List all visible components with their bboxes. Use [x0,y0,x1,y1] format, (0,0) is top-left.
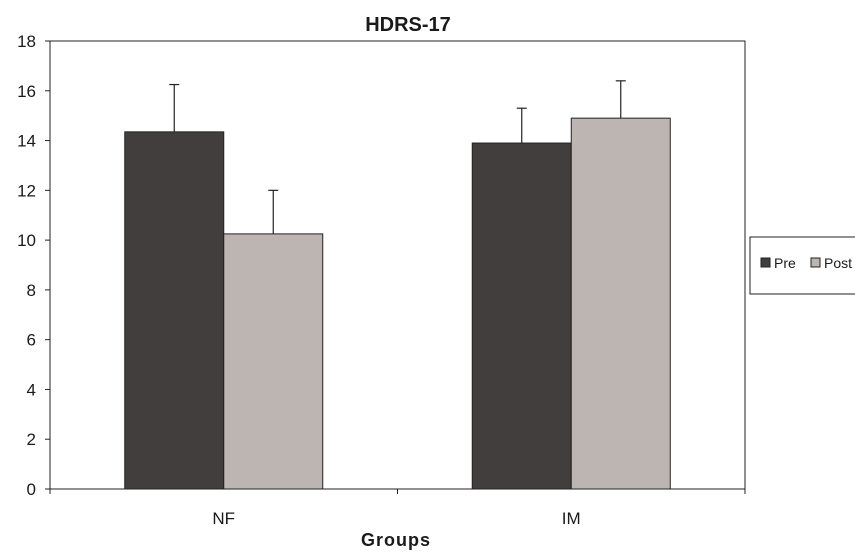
legend: Pre Post [749,236,855,295]
chart-title: HDRS-17 [365,14,451,36]
bar-nf-pre [124,131,225,490]
y-tick-label: 2 [27,430,36,449]
y-tick-label: 10 [17,231,36,250]
bar-im-post [570,117,671,490]
y-tick-label: 4 [27,380,36,399]
legend-swatch-post [810,257,821,268]
y-tick-label: 18 [17,32,36,51]
legend-label-post: Post [824,255,852,271]
y-tick-label: 0 [27,480,36,499]
x-axis-label: Groups [361,530,431,550]
y-tick-label: 16 [17,82,36,101]
bar-nf-post [223,233,324,490]
y-tick-label: 12 [17,181,36,200]
category-label: IM [562,509,581,528]
bar-im-pre [471,142,572,490]
y-tick-label: 6 [27,331,36,350]
category-label: NF [212,509,235,528]
y-tick-label: 14 [17,132,36,151]
legend-swatch-pre [760,257,771,268]
plot-area: 0 2 4 6 8 10 12 14 16 18 NF IM [17,32,746,528]
legend-label-pre: Pre [774,255,796,271]
y-tick-label: 8 [27,281,36,300]
